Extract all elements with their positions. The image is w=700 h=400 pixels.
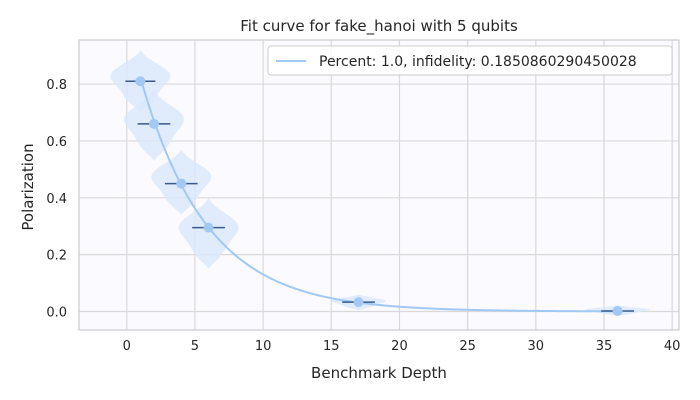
fit-line bbox=[139, 77, 618, 313]
x-axis-ticks: 0 5 10 15 20 25 30 35 40 bbox=[123, 339, 681, 354]
y-tick-label: 0.4 bbox=[46, 192, 67, 207]
y-axis-ticks: 0.0 0.2 0.4 0.6 0.8 bbox=[46, 78, 67, 320]
x-tick-label: 15 bbox=[323, 339, 340, 354]
x-axis-label: Benchmark Depth bbox=[311, 364, 447, 382]
data-point bbox=[176, 178, 187, 189]
y-axis-label: Polarization bbox=[19, 143, 37, 230]
data-point bbox=[353, 297, 364, 308]
y-tick-label: 0.0 bbox=[46, 306, 67, 321]
data-point bbox=[135, 76, 146, 87]
legend-box bbox=[267, 45, 673, 76]
data-points bbox=[135, 76, 623, 316]
y-tick-label: 0.8 bbox=[46, 78, 67, 93]
x-tick-label: 10 bbox=[255, 339, 272, 354]
legend-label: Percent: 1.0, infidelity: 0.185086029045… bbox=[319, 54, 637, 70]
plot-frame bbox=[78, 39, 680, 331]
x-tick-label: 35 bbox=[596, 339, 613, 354]
y-tick-label: 0.2 bbox=[46, 249, 67, 264]
data-point bbox=[149, 118, 159, 129]
legend: Percent: 1.0, infidelity: 0.185086029045… bbox=[267, 45, 673, 76]
chart-title: Fit curve for fake_hanoi with 5 qubits bbox=[240, 17, 518, 36]
x-tick-label: 5 bbox=[191, 339, 199, 354]
violins bbox=[110, 50, 650, 316]
x-tick-label: 20 bbox=[391, 339, 408, 354]
violin bbox=[178, 197, 239, 269]
x-tick-label: 30 bbox=[528, 339, 545, 354]
data-point bbox=[203, 222, 214, 233]
y-tick-label: 0.6 bbox=[46, 135, 67, 150]
x-tick-label: 25 bbox=[459, 339, 476, 354]
data-point bbox=[612, 305, 623, 316]
x-tick-label: 40 bbox=[664, 339, 681, 354]
x-tick-label: 0 bbox=[123, 339, 131, 354]
